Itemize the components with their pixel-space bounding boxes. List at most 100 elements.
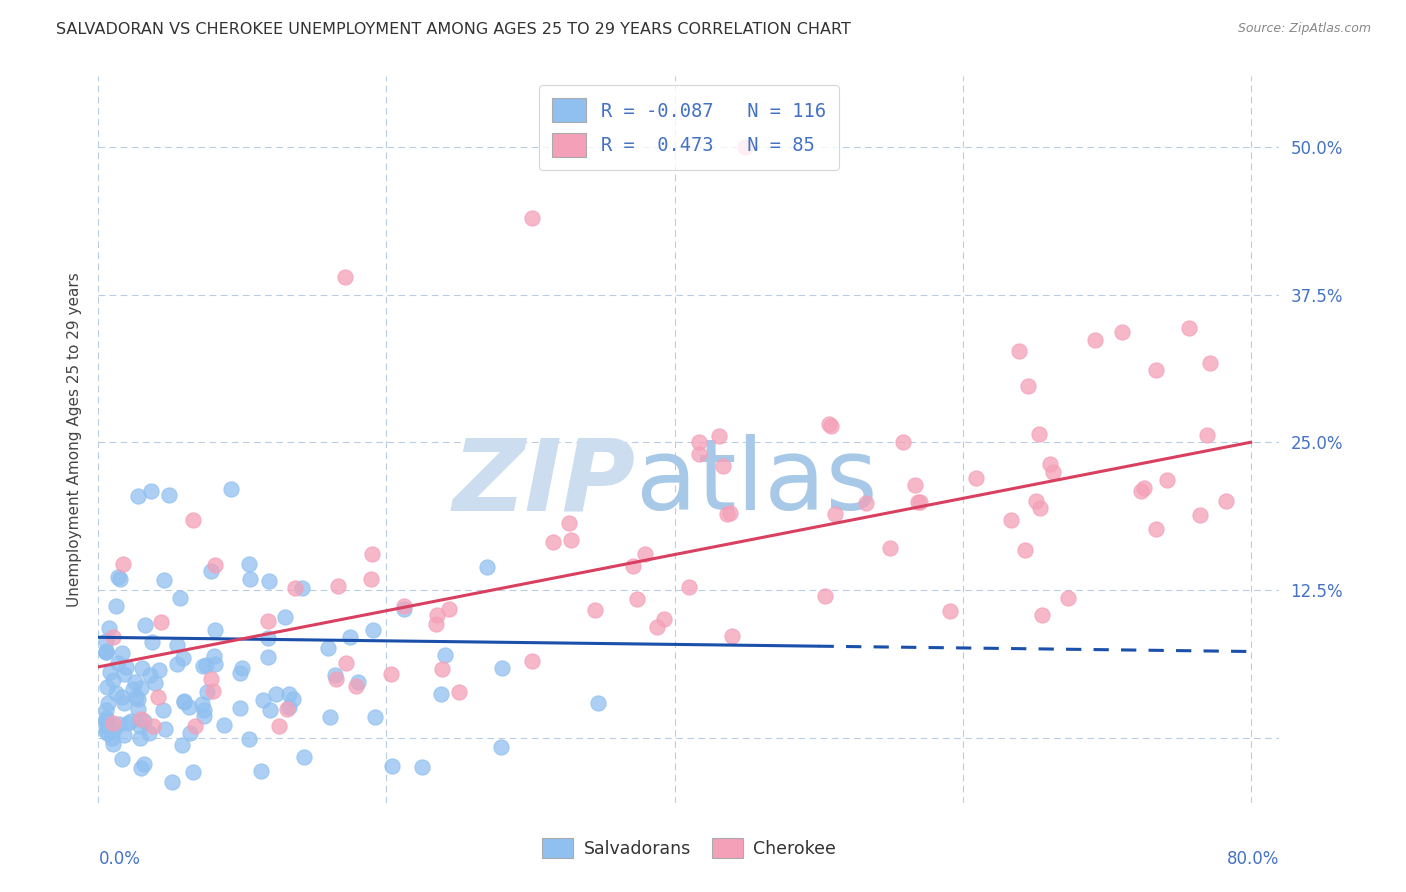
Point	[204, 558, 226, 573]
Point	[364, 710, 387, 724]
Point	[1029, 501, 1052, 516]
Point	[633, 547, 655, 561]
Point	[291, 582, 314, 596]
Point	[1177, 321, 1199, 335]
Point	[107, 717, 129, 731]
Point	[281, 692, 304, 706]
Point	[855, 496, 877, 510]
Point	[1144, 362, 1167, 376]
Point	[1042, 465, 1064, 479]
Point	[104, 686, 127, 700]
Point	[152, 703, 174, 717]
Point	[1028, 427, 1050, 442]
Point	[170, 738, 193, 752]
Point	[541, 535, 564, 549]
Point	[197, 685, 219, 699]
Point	[127, 489, 149, 503]
Point	[177, 700, 200, 714]
Point	[688, 447, 710, 461]
Point	[94, 703, 117, 717]
Point	[394, 602, 416, 616]
Y-axis label: Unemployment Among Ages 25 to 29 years: Unemployment Among Ages 25 to 29 years	[66, 272, 82, 607]
Point	[824, 507, 846, 521]
Point	[94, 713, 117, 727]
Point	[104, 599, 127, 613]
Text: 0.0%: 0.0%	[98, 850, 141, 868]
Point	[325, 672, 347, 686]
Point	[200, 564, 222, 578]
Point	[734, 140, 756, 154]
Point	[411, 760, 433, 774]
Point	[820, 418, 842, 433]
Point	[1133, 481, 1156, 495]
Point	[284, 581, 307, 595]
Point	[94, 634, 117, 648]
Point	[134, 618, 156, 632]
Point	[193, 709, 215, 723]
Point	[101, 724, 124, 739]
Point	[149, 615, 172, 629]
Point	[219, 482, 242, 496]
Point	[1189, 508, 1212, 523]
Point	[647, 620, 669, 634]
Point	[361, 624, 384, 638]
Point	[94, 644, 117, 658]
Point	[141, 634, 163, 648]
Point	[257, 574, 280, 588]
Point	[179, 725, 201, 739]
Point	[430, 662, 453, 676]
Point	[112, 667, 135, 681]
Point	[143, 676, 166, 690]
Point	[1031, 607, 1053, 622]
Point	[111, 752, 134, 766]
Point	[652, 612, 675, 626]
Point	[184, 719, 207, 733]
Point	[252, 693, 274, 707]
Point	[274, 610, 297, 624]
Point	[335, 656, 357, 670]
Point	[107, 570, 129, 584]
Point	[277, 687, 299, 701]
Point	[558, 516, 581, 530]
Point	[111, 646, 134, 660]
Point	[522, 211, 544, 225]
Point	[1017, 379, 1039, 393]
Point	[125, 690, 148, 704]
Point	[447, 684, 470, 698]
Point	[110, 690, 132, 704]
Point	[148, 690, 170, 705]
Point	[131, 761, 153, 775]
Point	[721, 629, 744, 643]
Point	[439, 602, 461, 616]
Point	[491, 660, 513, 674]
Point	[122, 681, 145, 696]
Point	[257, 632, 280, 646]
Point	[169, 591, 191, 605]
Point	[344, 679, 367, 693]
Point	[1039, 457, 1062, 471]
Point	[112, 696, 135, 710]
Point	[108, 572, 131, 586]
Point	[711, 458, 734, 473]
Point	[173, 695, 195, 709]
Point	[381, 758, 404, 772]
Point	[380, 666, 402, 681]
Text: atlas: atlas	[636, 434, 877, 532]
Text: ZIP: ZIP	[453, 434, 636, 532]
Point	[586, 697, 609, 711]
Point	[277, 700, 299, 714]
Point	[124, 675, 146, 690]
Point	[678, 580, 700, 594]
Point	[97, 696, 120, 710]
Point	[96, 725, 118, 739]
Point	[430, 687, 453, 701]
Point	[229, 701, 252, 715]
Point	[1198, 356, 1220, 370]
Point	[115, 660, 138, 674]
Point	[718, 506, 741, 520]
Point	[347, 674, 370, 689]
Point	[101, 737, 124, 751]
Point	[621, 559, 644, 574]
Point	[112, 558, 135, 572]
Point	[1129, 484, 1152, 499]
